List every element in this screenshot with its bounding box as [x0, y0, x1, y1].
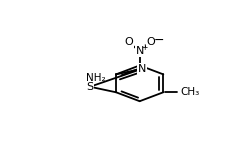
Text: O: O — [147, 37, 155, 47]
Text: NH₂: NH₂ — [86, 73, 106, 83]
Text: +: + — [141, 43, 148, 52]
Text: S: S — [86, 82, 94, 92]
Text: N: N — [138, 64, 146, 74]
Text: −: − — [154, 34, 164, 47]
Text: CH₃: CH₃ — [180, 87, 199, 97]
Text: N: N — [135, 46, 144, 56]
Text: O: O — [124, 37, 133, 47]
